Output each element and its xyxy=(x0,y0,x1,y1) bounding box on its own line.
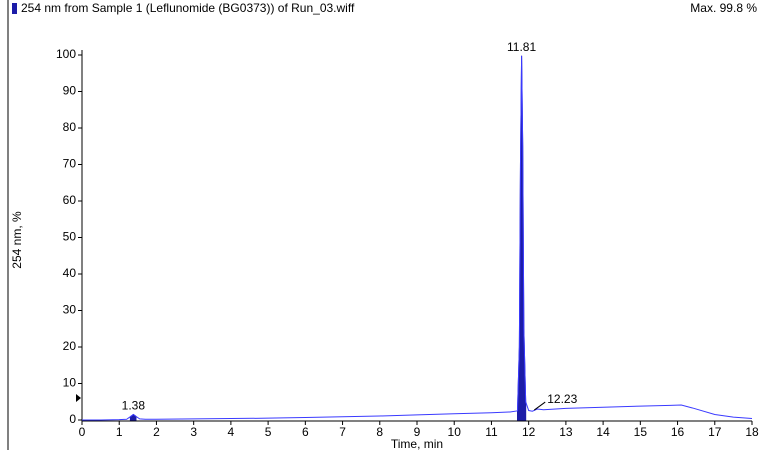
peak-label: 11.81 xyxy=(507,40,536,54)
chromatogram-line xyxy=(82,55,753,421)
x-tick-label: 1 xyxy=(116,425,123,439)
legend-swatch xyxy=(12,3,17,14)
x-tick-label: 4 xyxy=(228,425,235,439)
y-axis-label: 254 nm, % xyxy=(10,211,24,269)
x-tick-label: 18 xyxy=(745,425,759,439)
y-tick-label: 20 xyxy=(63,339,77,353)
x-tick-label: 16 xyxy=(671,425,685,439)
max-label: Max. 99.8 % xyxy=(690,1,757,15)
x-tick-label: 8 xyxy=(376,425,383,439)
y-tick-label: 70 xyxy=(63,157,77,171)
x-axis-label: Time, min xyxy=(391,437,443,450)
x-tick-label: 17 xyxy=(708,425,722,439)
x-tick-label: 14 xyxy=(596,425,610,439)
x-tick-label: 0 xyxy=(79,425,86,439)
x-tick-label: 12 xyxy=(522,425,536,439)
peak-label: 12.23 xyxy=(547,392,577,406)
y-tick-label: 0 xyxy=(69,412,76,426)
y-tick-label: 50 xyxy=(63,230,77,244)
x-tick-label: 2 xyxy=(153,425,160,439)
x-tick-label: 13 xyxy=(559,425,573,439)
y-tick-label: 30 xyxy=(63,303,77,317)
x-tick-label: 9 xyxy=(414,425,421,439)
y-tick-label: 80 xyxy=(63,120,77,134)
x-tick-label: 3 xyxy=(190,425,197,439)
y-tick-label: 40 xyxy=(63,266,77,280)
x-tick-label: 7 xyxy=(339,425,346,439)
y-tick-label: 90 xyxy=(63,84,77,98)
marker xyxy=(76,394,81,402)
x-tick-label: 10 xyxy=(448,425,462,439)
x-tick-label: 15 xyxy=(634,425,648,439)
x-tick-label: 5 xyxy=(265,425,272,439)
y-tick-label: 10 xyxy=(63,376,77,390)
x-tick-label: 11 xyxy=(485,425,498,439)
chart-title: 254 nm from Sample 1 (Leflunomide (BG037… xyxy=(21,1,355,15)
y-tick-label: 60 xyxy=(63,193,77,207)
x-tick-label: 6 xyxy=(302,425,309,439)
peak-label: 1.38 xyxy=(122,399,146,413)
y-tick-label: 100 xyxy=(56,47,76,61)
peak-leader xyxy=(533,401,546,411)
